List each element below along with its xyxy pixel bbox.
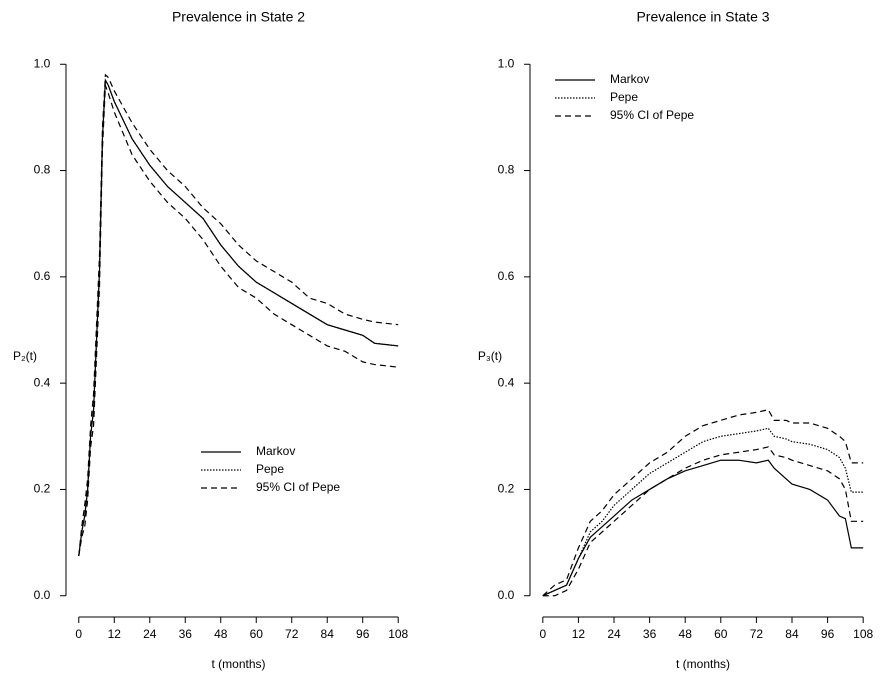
y-tick-label: 0.0 xyxy=(498,588,515,602)
legend-label: 95% CI of Pepe xyxy=(610,108,694,122)
series-line xyxy=(542,446,864,597)
y-axis-label: P₃(t) xyxy=(478,349,502,363)
x-tick-label: 84 xyxy=(785,627,799,641)
series-line xyxy=(542,459,864,597)
legend-label: Markov xyxy=(610,72,649,86)
x-tick-label: 12 xyxy=(572,627,586,641)
series-line xyxy=(78,78,399,556)
chart-title: Prevalence in State 3 xyxy=(636,9,769,25)
x-tick-label: 24 xyxy=(607,627,621,641)
y-tick-label: 0.4 xyxy=(498,375,515,389)
x-tick-label: 0 xyxy=(539,627,546,641)
legend-label: 95% CI of Pepe xyxy=(256,480,340,494)
series-line xyxy=(78,85,399,556)
x-tick-label: 108 xyxy=(388,627,408,641)
x-tick-label: 36 xyxy=(643,627,657,641)
series-line xyxy=(78,78,399,556)
y-tick-label: 0.8 xyxy=(498,163,515,177)
x-tick-label: 108 xyxy=(853,627,873,641)
series-line xyxy=(78,73,399,556)
legend-label: Pepe xyxy=(610,90,638,104)
y-tick-label: 0.6 xyxy=(498,269,515,283)
x-axis-label: t (months) xyxy=(211,657,265,671)
x-tick-label: 0 xyxy=(75,627,82,641)
y-tick-label: 0.2 xyxy=(498,482,515,496)
x-tick-label: 24 xyxy=(143,627,157,641)
y-tick-label: 1.0 xyxy=(498,56,515,70)
series-line xyxy=(542,427,864,597)
series-line xyxy=(542,409,864,597)
y-tick-label: 0.4 xyxy=(34,375,51,389)
x-tick-label: 60 xyxy=(714,627,728,641)
x-tick-label: 84 xyxy=(321,627,335,641)
y-tick-label: 0.2 xyxy=(34,482,51,496)
y-axis-label: P₂(t) xyxy=(13,349,37,363)
x-tick-label: 72 xyxy=(750,627,764,641)
x-tick-label: 96 xyxy=(356,627,370,641)
x-tick-label: 96 xyxy=(821,627,835,641)
x-tick-label: 12 xyxy=(108,627,122,641)
chart-title: Prevalence in State 2 xyxy=(172,9,305,25)
x-tick-label: 48 xyxy=(214,627,228,641)
legend-label: Markov xyxy=(256,444,295,458)
y-tick-label: 0.0 xyxy=(34,588,51,602)
y-tick-label: 1.0 xyxy=(34,56,51,70)
x-tick-label: 60 xyxy=(250,627,264,641)
legend-label: Pepe xyxy=(256,462,284,476)
y-tick-label: 0.6 xyxy=(34,269,51,283)
x-tick-label: 72 xyxy=(285,627,299,641)
y-tick-label: 0.8 xyxy=(34,163,51,177)
x-tick-label: 36 xyxy=(179,627,193,641)
x-tick-label: 48 xyxy=(679,627,693,641)
x-axis-label: t (months) xyxy=(676,657,730,671)
